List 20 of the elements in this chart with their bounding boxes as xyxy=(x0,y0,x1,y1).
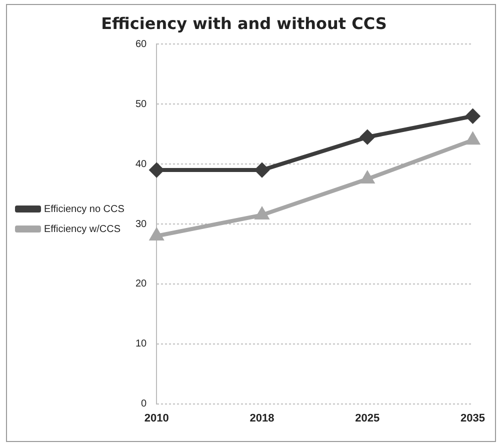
x-tick-label: 2010 xyxy=(144,412,169,424)
x-tick-label: 2035 xyxy=(460,412,486,424)
legend-label: Efficiency w/CCS xyxy=(44,224,121,235)
y-tick-label: 20 xyxy=(136,278,148,290)
y-tick-label: 40 xyxy=(136,158,148,170)
point xyxy=(466,109,480,124)
y-tick-label: 60 xyxy=(136,38,148,50)
x-tick-label: 2018 xyxy=(250,412,274,424)
point xyxy=(255,163,270,178)
chart-title: Efficiency with and without CCS xyxy=(101,14,387,33)
y-tick-label: 30 xyxy=(136,218,148,230)
point xyxy=(466,133,480,145)
y-tick-label: 0 xyxy=(141,398,148,410)
y-tick-label: 50 xyxy=(136,98,148,110)
y-tick-label: 10 xyxy=(136,338,148,350)
x-tick-label: 2025 xyxy=(355,412,380,424)
legend-label: Efficiency no CCS xyxy=(44,204,125,215)
point xyxy=(150,228,163,240)
point xyxy=(150,163,164,178)
point xyxy=(360,130,374,144)
